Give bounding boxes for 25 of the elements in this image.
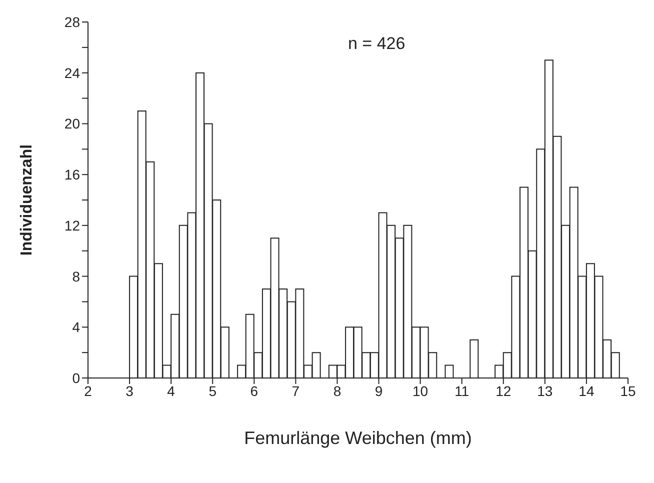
y-tick-label: 4 [72,319,80,336]
y-tick-label: 8 [72,268,80,284]
y-tick-label: 24 [64,64,80,81]
x-tick-label: 13 [537,382,553,399]
x-tick-label: 3 [126,382,134,399]
y-tick-label: 28 [64,14,80,30]
x-tick-label: 4 [167,382,176,399]
y-tick-label: 20 [64,116,80,132]
x-tick-label: 2 [84,382,92,399]
x-tick-label: 14 [578,382,594,399]
x-tick-label: 11 [454,382,470,399]
x-tick-label: 15 [620,382,636,399]
y-tick-label: 16 [64,166,80,183]
x-tick-label: 9 [374,382,383,399]
x-tick-label: 12 [496,382,512,399]
x-tick-label: 6 [250,382,258,399]
x-tick-label: 10 [412,382,428,399]
y-tick-label: 0 [72,370,80,386]
x-tick-label: 7 [292,382,300,399]
x-axis-title: Femurlänge Weibchen (mm) [244,428,472,448]
annotation: n = 426 [348,34,406,54]
x-tick-label: 8 [333,382,342,399]
y-tick-label: 12 [64,217,80,234]
y-axis-title: Individuenzahl [18,144,36,256]
x-tick-label: 5 [208,382,217,399]
